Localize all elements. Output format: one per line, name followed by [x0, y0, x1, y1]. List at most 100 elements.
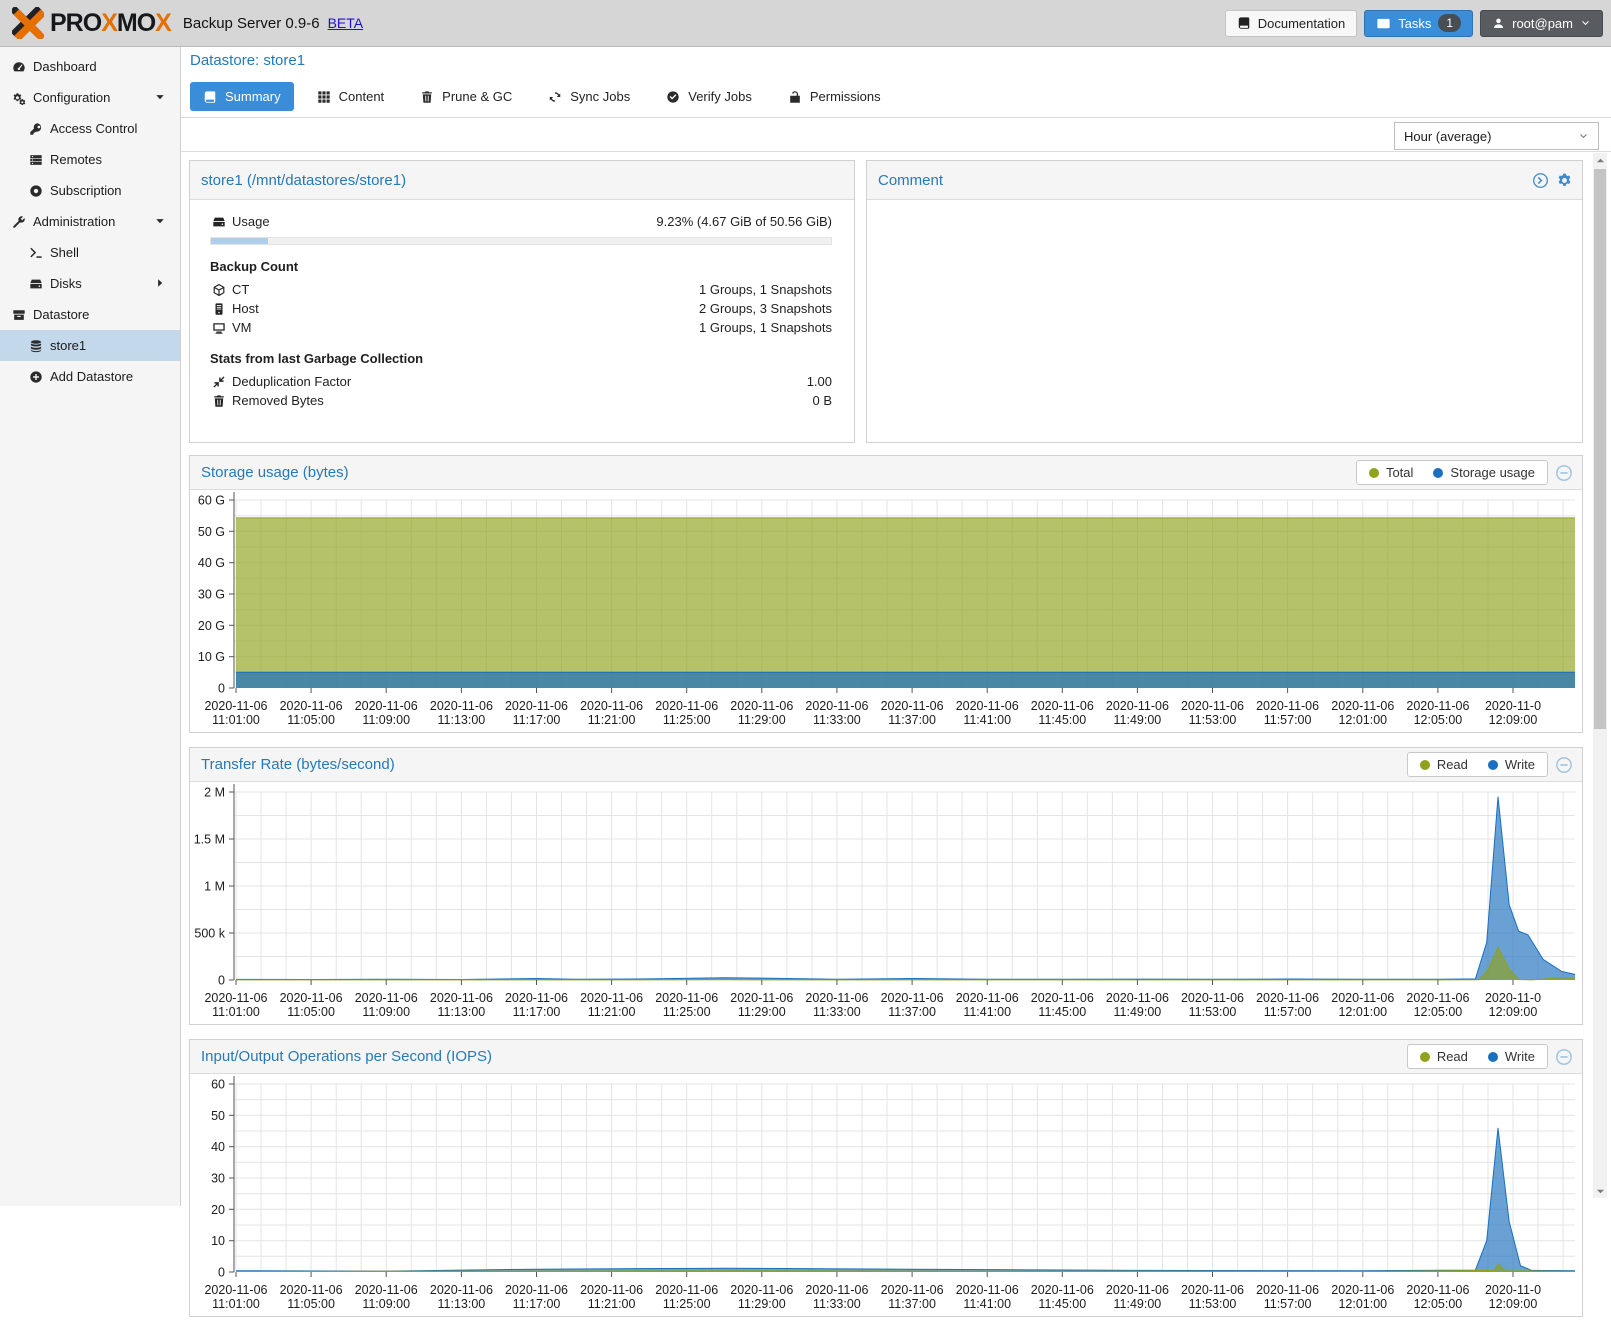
sidebar-item-add-datastore[interactable]: Add Datastore — [0, 361, 180, 392]
tab-verify-jobs[interactable]: Verify Jobs — [653, 82, 765, 111]
chevron-down-icon — [1578, 131, 1589, 142]
legend-item-read[interactable]: Read — [1420, 1049, 1468, 1064]
tasks-button[interactable]: Tasks 1 — [1364, 10, 1473, 37]
svg-text:2020-11-0: 2020-11-0 — [1485, 991, 1541, 1005]
sidebar-item-store1[interactable]: store1 — [0, 330, 180, 361]
scrollbar-thumb[interactable] — [1594, 169, 1606, 729]
svg-text:2020-11-06: 2020-11-06 — [1181, 991, 1244, 1005]
svg-text:2020-11-06: 2020-11-06 — [1106, 1283, 1169, 1297]
header-actions: Documentation Tasks 1 root@pam — [1225, 10, 1603, 37]
sidebar-item-subscription[interactable]: Subscription — [0, 175, 180, 206]
minus-circle-icon[interactable] — [1555, 756, 1573, 774]
summary-panel-header: store1 (/mnt/datastores/store1) — [190, 161, 854, 200]
sidebar-item-access-control[interactable]: Access Control — [0, 113, 180, 144]
svg-text:2020-11-06: 2020-11-06 — [805, 991, 868, 1005]
legend-item-total[interactable]: Total — [1369, 465, 1413, 480]
tab-content[interactable]: Content — [304, 82, 398, 111]
tab-summary[interactable]: Summary — [190, 82, 294, 111]
scroll-up-arrow[interactable] — [1593, 153, 1607, 167]
svg-text:2020-11-06: 2020-11-06 — [580, 1283, 643, 1297]
sync-icon — [548, 90, 562, 104]
info-row-label: Deduplication Factor — [232, 374, 351, 389]
svg-text:11:49:00: 11:49:00 — [1114, 1297, 1162, 1311]
tab-sync-jobs[interactable]: Sync Jobs — [535, 82, 643, 111]
info-row-label: CT — [232, 282, 249, 297]
usage-progress-bar — [210, 237, 832, 245]
svg-text:11:01:00: 11:01:00 — [212, 713, 260, 727]
sidebar-item-disks[interactable]: Disks — [0, 268, 180, 299]
svg-text:2020-11-06: 2020-11-06 — [355, 1283, 418, 1297]
legend-item-write[interactable]: Write — [1488, 1049, 1535, 1064]
svg-text:11:05:00: 11:05:00 — [287, 713, 335, 727]
caret-down-icon[interactable] — [151, 91, 168, 103]
svg-text:11:49:00: 11:49:00 — [1114, 713, 1162, 727]
user-menu-button[interactable]: root@pam — [1480, 10, 1603, 37]
book-icon — [203, 90, 217, 104]
svg-text:0: 0 — [218, 682, 225, 696]
svg-text:2020-11-06: 2020-11-06 — [1031, 1283, 1094, 1297]
sidebar-item-label: Access Control — [50, 121, 137, 136]
info-row-label: VM — [232, 320, 252, 335]
svg-text:11:17:00: 11:17:00 — [513, 713, 561, 727]
legend-item-read[interactable]: Read — [1420, 757, 1468, 772]
svg-text:50 G: 50 G — [198, 525, 225, 539]
legend-item-storage-usage[interactable]: Storage usage — [1433, 465, 1535, 480]
documentation-button[interactable]: Documentation — [1225, 10, 1357, 37]
caret-right-icon[interactable] — [151, 277, 168, 289]
sidebar-item-administration[interactable]: Administration — [0, 206, 180, 237]
sidebar-item-label: Dashboard — [33, 59, 97, 74]
svg-text:10: 10 — [211, 1234, 225, 1248]
tab-bar: Summary Content Prune & GC Sync Jobs Verify … — [190, 82, 894, 111]
tab-permissions[interactable]: Permissions — [775, 82, 894, 111]
sidebar-item-remotes[interactable]: Remotes — [0, 144, 180, 175]
timeframe-select[interactable]: Hour (average) — [1394, 122, 1599, 150]
chart-panel-tools: Read Write — [1407, 748, 1573, 781]
minus-circle-icon[interactable] — [1555, 464, 1573, 482]
svg-text:2020-11-06: 2020-11-06 — [1331, 991, 1394, 1005]
svg-text:11:21:00: 11:21:00 — [588, 1005, 636, 1019]
server-icon — [210, 302, 228, 316]
info-row-value: 1 Groups, 1 Snapshots — [699, 320, 832, 335]
legend-dot — [1420, 1052, 1430, 1062]
vertical-scrollbar[interactable] — [1593, 153, 1607, 1198]
sidebar-item-shell[interactable]: Shell — [0, 237, 180, 268]
svg-text:11:25:00: 11:25:00 — [663, 1005, 711, 1019]
chart-title: Input/Output Operations per Second (IOPS… — [201, 1048, 492, 1065]
gear-icon[interactable] — [1556, 172, 1573, 189]
info-row-label: Host — [232, 301, 259, 316]
sidebar-item-datastore[interactable]: Datastore — [0, 299, 180, 330]
brand-wordmark: PROXMOX — [50, 9, 171, 38]
comment-panel-tools — [1532, 161, 1573, 199]
svg-text:2020-11-06: 2020-11-06 — [881, 699, 944, 713]
beta-link[interactable]: BETA — [328, 15, 364, 31]
summary-panel-title: store1 (/mnt/datastores/store1) — [201, 172, 406, 189]
svg-text:12:01:00: 12:01:00 — [1338, 713, 1387, 727]
minus-circle-icon[interactable] — [1555, 1048, 1573, 1066]
svg-text:2020-11-06: 2020-11-06 — [730, 699, 793, 713]
circle-chevron-right-icon[interactable] — [1532, 172, 1549, 189]
sidebar-item-dashboard[interactable]: Dashboard — [0, 51, 180, 82]
svg-text:0: 0 — [218, 974, 225, 988]
chart-canvas: 010 G20 G30 G40 G50 G60 G2020-11-0611:01… — [190, 490, 1582, 733]
tab-prune-gc[interactable]: Prune & GC — [407, 82, 525, 111]
scroll-down-arrow[interactable] — [1593, 1184, 1607, 1198]
sidebar-item-label: Shell — [50, 245, 79, 260]
sidebar: Dashboard Configuration Access Control Remo… — [0, 47, 181, 1206]
svg-text:12:09:00: 12:09:00 — [1489, 713, 1538, 727]
caret-down-icon[interactable] — [151, 215, 168, 227]
svg-text:2020-11-06: 2020-11-06 — [655, 1283, 718, 1297]
chart-legend: Read Write — [1407, 1044, 1548, 1069]
svg-text:12:01:00: 12:01:00 — [1338, 1005, 1387, 1019]
chart-panel-header: Input/Output Operations per Second (IOPS… — [190, 1040, 1582, 1074]
svg-text:2020-11-06: 2020-11-06 — [956, 991, 1019, 1005]
svg-text:2020-11-06: 2020-11-06 — [280, 1283, 343, 1297]
sidebar-item-configuration[interactable]: Configuration — [0, 82, 180, 113]
svg-text:11:45:00: 11:45:00 — [1038, 1297, 1086, 1311]
terminal-icon — [27, 246, 44, 260]
legend-item-write[interactable]: Write — [1488, 757, 1535, 772]
